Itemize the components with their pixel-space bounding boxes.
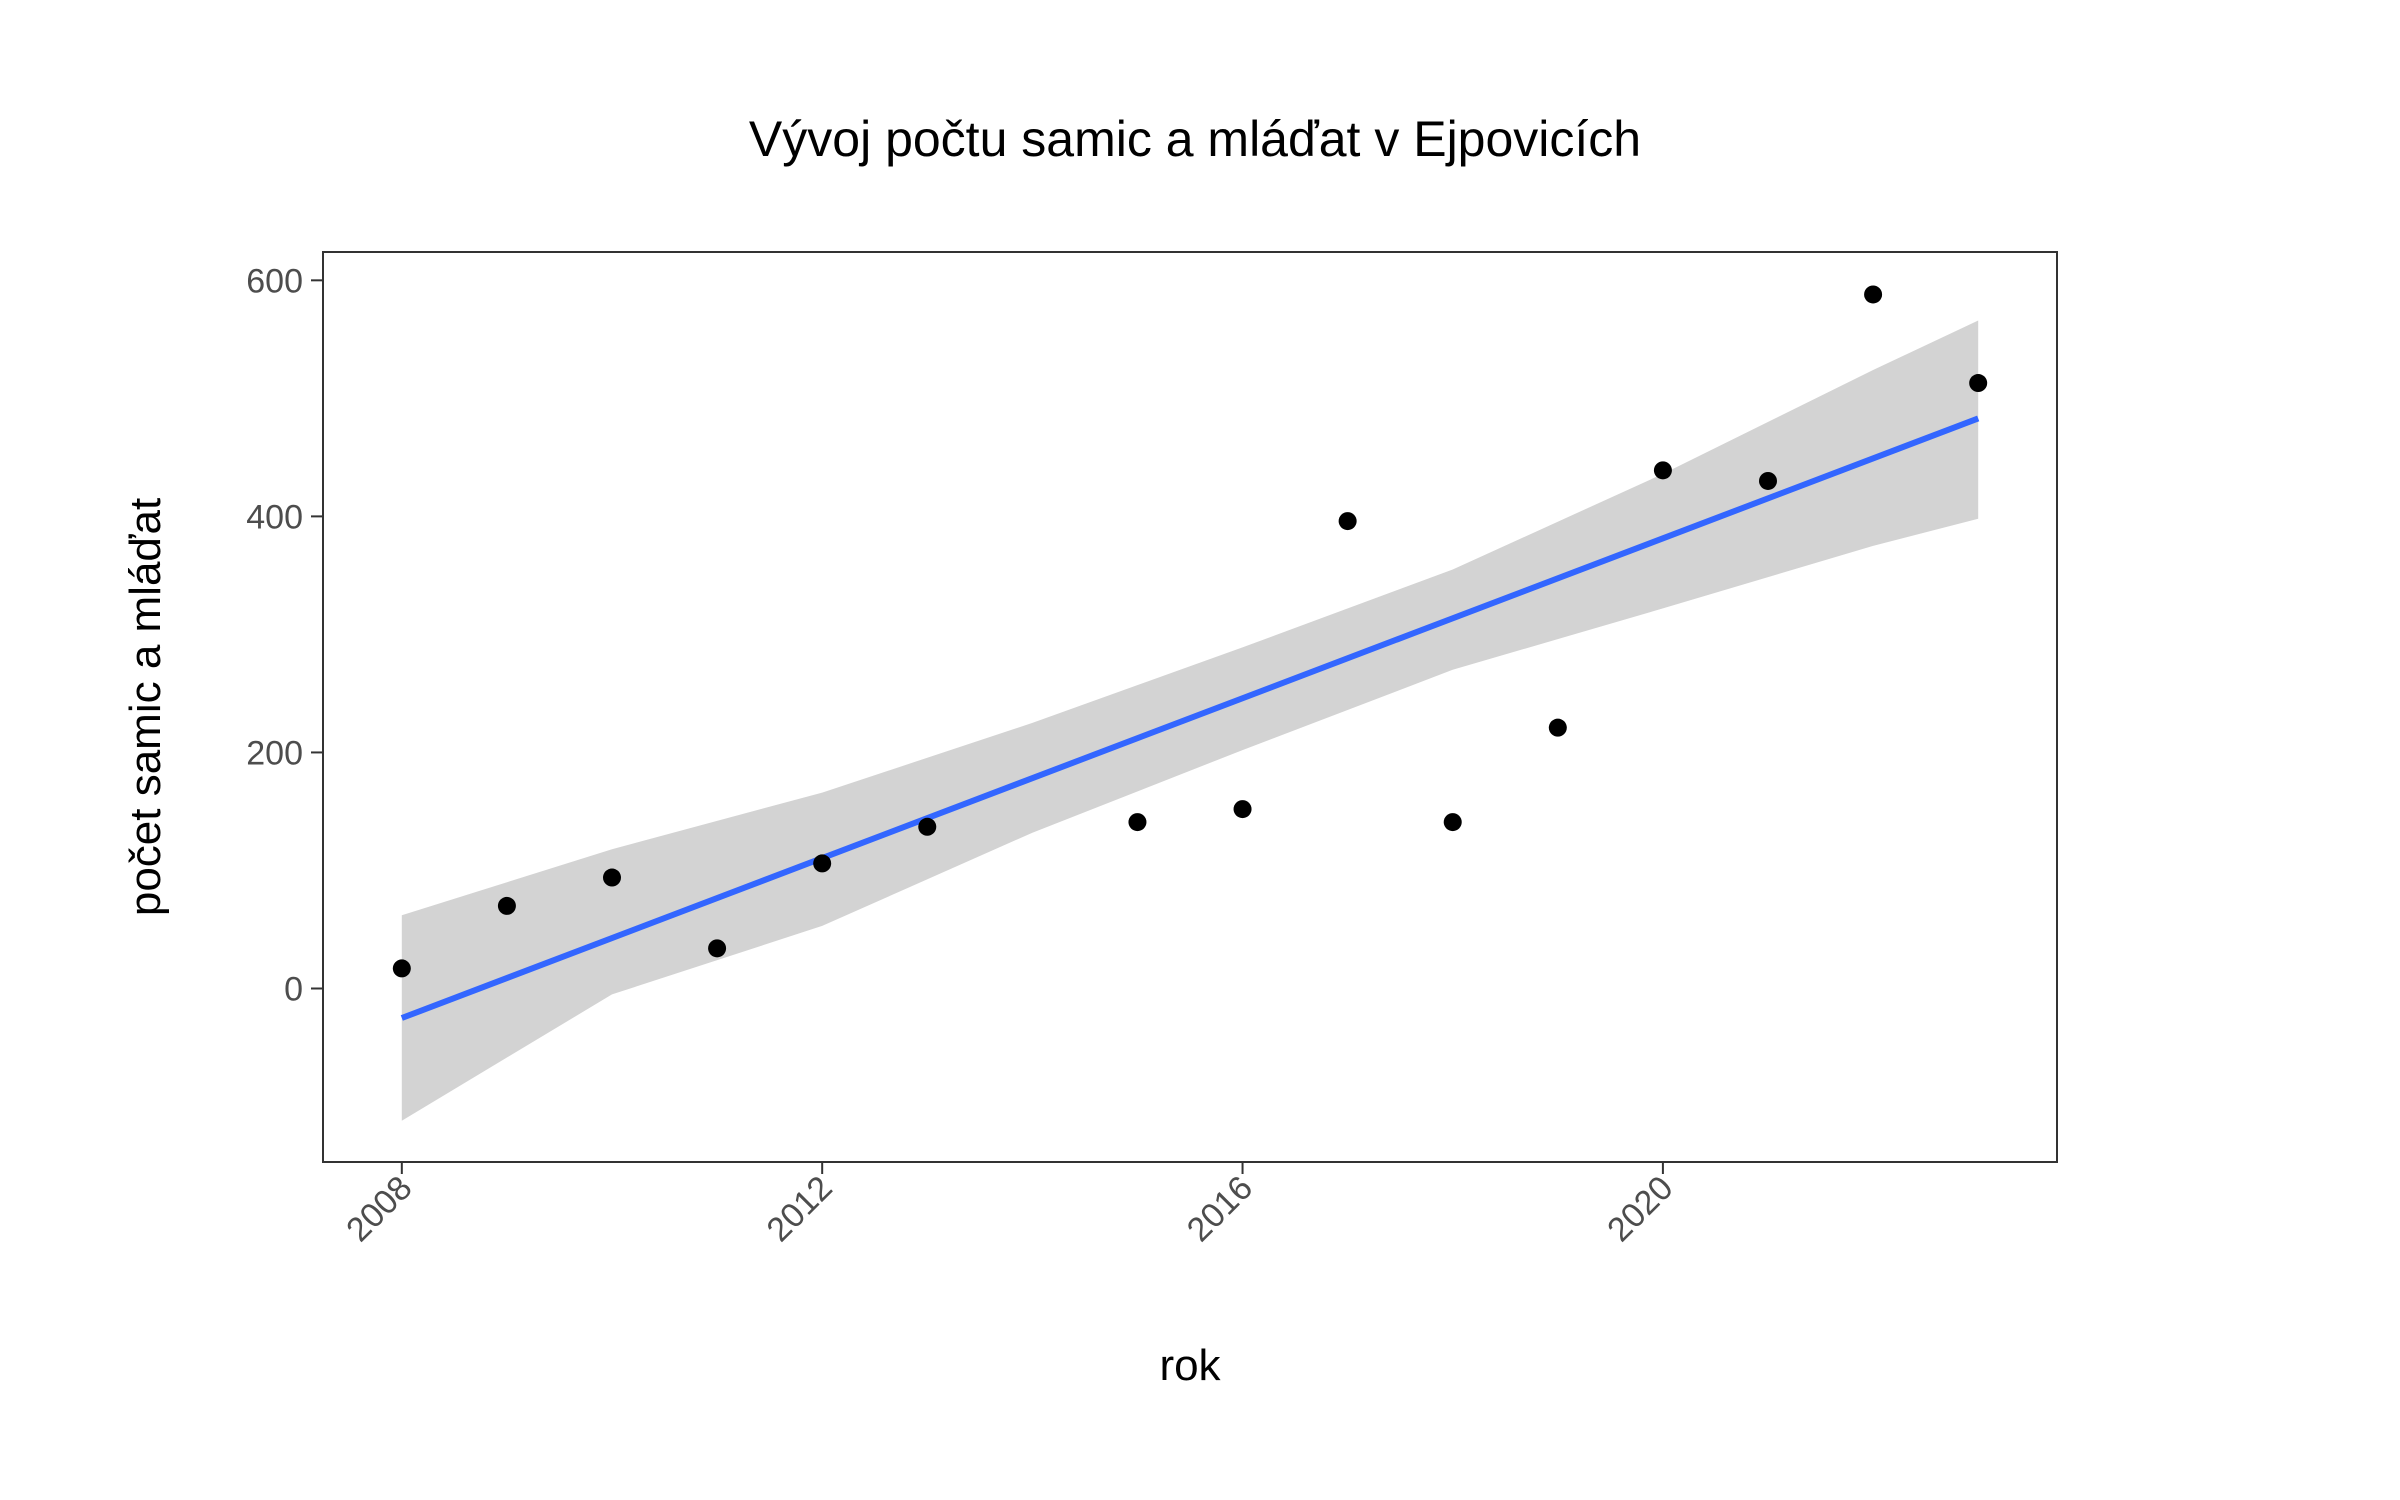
y-tick-label: 600: [246, 262, 303, 300]
x-tick-label: 2016: [1180, 1169, 1260, 1249]
x-tick-label: 2012: [759, 1169, 839, 1249]
plot-panel-border: [322, 251, 2058, 1163]
x-tick-label: 2020: [1600, 1169, 1680, 1249]
data-point: [813, 854, 832, 873]
data-point: [497, 896, 516, 915]
x-tick-label: 2008: [339, 1169, 419, 1249]
data-point: [918, 817, 937, 836]
y-axis: 0 200 400 600: [246, 262, 323, 1008]
x-axis-title: rok: [1159, 1341, 1221, 1390]
y-tick-label: 0: [284, 970, 303, 1008]
data-point: [1128, 813, 1147, 832]
data-point: [1338, 512, 1357, 531]
x-axis: 2008 2012 2016 2020: [339, 1162, 1681, 1249]
data-points-layer: [392, 285, 1988, 978]
chart-title: Vývoj počtu samic a mláďat v Ejpovicích: [749, 111, 1641, 167]
data-point: [1233, 800, 1252, 819]
data-point: [1759, 471, 1777, 490]
trend-line-layer: [400, 415, 1980, 1021]
data-point: [1548, 718, 1567, 737]
data-point: [1864, 285, 1883, 304]
trend-line: [400, 415, 1980, 1021]
y-axis-title: počet samic a mláďat: [121, 498, 170, 916]
data-point: [603, 868, 621, 887]
y-tick-label: 200: [246, 734, 303, 772]
data-point: [708, 939, 727, 958]
y-tick-label: 400: [246, 498, 303, 536]
data-point: [1443, 813, 1462, 832]
data-point: [392, 959, 411, 978]
data-point: [1653, 461, 1672, 480]
data-point: [1969, 374, 1988, 393]
